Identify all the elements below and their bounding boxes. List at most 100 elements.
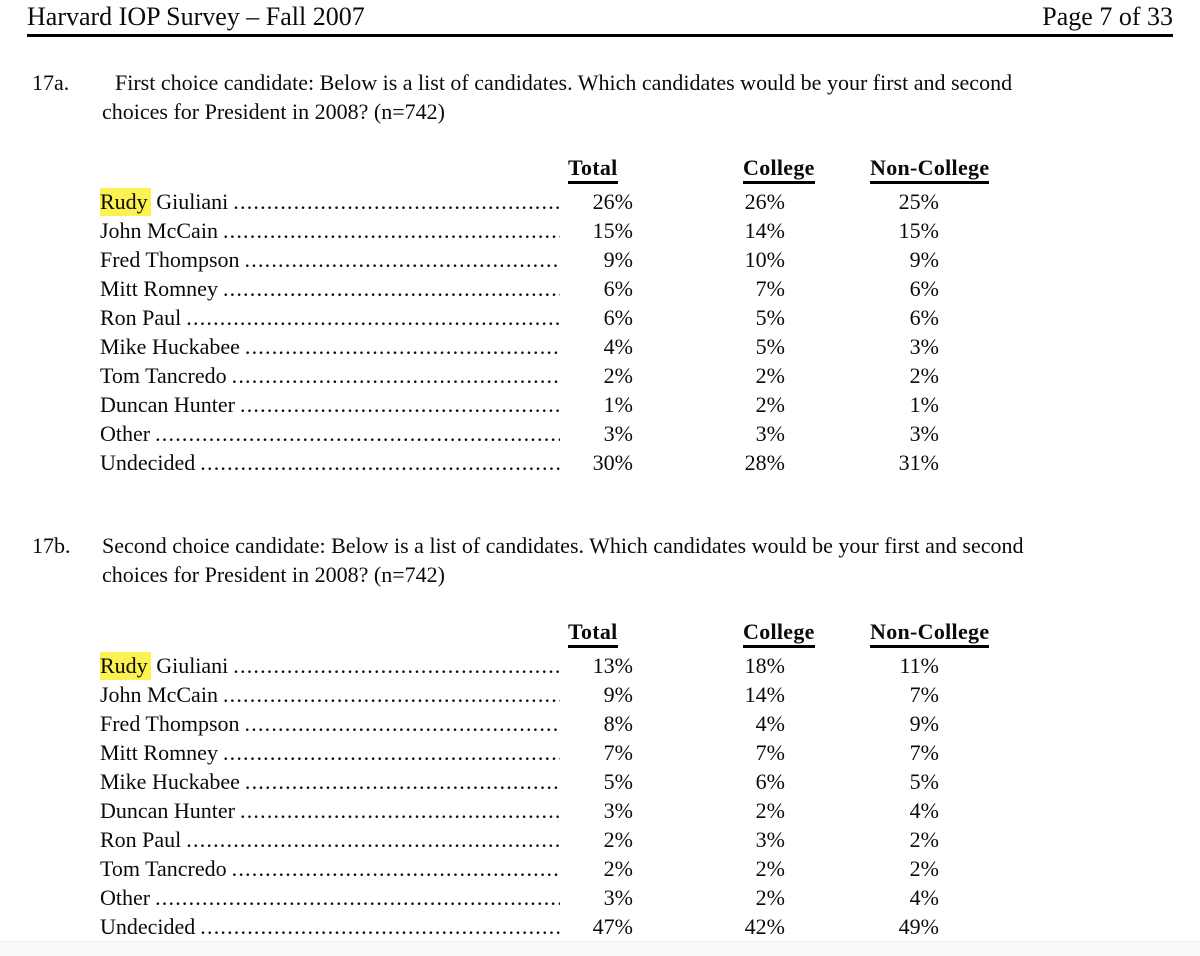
total-value: 7% [603, 740, 633, 765]
total-value: 4% [603, 334, 633, 359]
candidate-name: John McCain [100, 218, 218, 243]
candidate-name: Mitt Romney [100, 276, 218, 301]
table-row: Rudy Giuliani 26% 26% 25% [100, 187, 1100, 216]
non-college-value: 7% [909, 740, 939, 765]
dot-leader [245, 332, 560, 361]
college-value: 3% [755, 827, 785, 852]
non-college-value: 9% [909, 247, 939, 272]
candidate-label: Mike Huckabee [100, 332, 560, 361]
column-header-college: College [743, 619, 815, 648]
college-value: 6% [755, 769, 785, 794]
non-college-value: 49% [898, 914, 939, 939]
table-row: Tom Tancredo 2% 2% 2% [100, 361, 1100, 390]
total-value: 6% [603, 276, 633, 301]
dot-leader [232, 854, 560, 883]
candidate-label: Fred Thompson [100, 709, 560, 738]
non-college-value: 11% [899, 653, 939, 678]
table-row: Ron Paul 6% 5% 6% [100, 303, 1100, 332]
college-value: 5% [755, 334, 785, 359]
non-college-value: 25% [898, 189, 939, 214]
non-college-value: 2% [909, 363, 939, 388]
dot-leader [232, 361, 560, 390]
non-college-value: 2% [909, 856, 939, 881]
non-college-value: 1% [909, 392, 939, 417]
college-value: 18% [744, 653, 785, 678]
non-college-value: 4% [909, 885, 939, 910]
dot-leader [200, 448, 560, 477]
table-row: John McCain 9% 14% 7% [100, 680, 1100, 709]
table-17a: Total College Non-College Rudy Giuliani 2… [100, 155, 1100, 477]
candidate-name: Ron Paul [100, 827, 182, 852]
table-row: Mitt Romney 6% 7% 6% [100, 274, 1100, 303]
candidate-label: Tom Tancredo [100, 854, 560, 883]
candidate-label: John McCain [100, 680, 560, 709]
dot-leader [240, 390, 560, 419]
table-17b-body: Rudy Giuliani 13% 18% 11% John McCain 9% 14% 7%… [100, 651, 1100, 941]
candidate-name: Undecided [100, 450, 196, 475]
total-value: 47% [592, 914, 633, 939]
non-college-value: 15% [898, 218, 939, 243]
candidate-label: Tom Tancredo [100, 361, 560, 390]
question-17b-line1: Second choice candidate: Below is a list… [102, 533, 1024, 558]
question-17b-line2: choices for President in 2008? (n=742) [102, 562, 445, 587]
table-17b: Total College Non-College Rudy Giuliani 1… [100, 619, 1100, 941]
total-value: 2% [603, 827, 633, 852]
page-bottom-edge [0, 941, 1200, 956]
candidate-name: Undecided [100, 914, 196, 939]
college-value: 26% [744, 189, 785, 214]
total-value: 6% [603, 305, 633, 330]
dot-leader [245, 709, 560, 738]
candidate-name: Mike Huckabee [100, 334, 240, 359]
document-header-title: Harvard IOP Survey – Fall 2007 [27, 2, 365, 31]
college-value: 3% [755, 421, 785, 446]
table-row: Tom Tancredo 2% 2% 2% [100, 854, 1100, 883]
candidate-name: Mitt Romney [100, 740, 218, 765]
table-17b-header-row: Total College Non-College [100, 619, 1100, 651]
dot-leader [186, 825, 560, 854]
table-row: Fred Thompson 8% 4% 9% [100, 709, 1100, 738]
total-value: 15% [592, 218, 633, 243]
table-row: Mitt Romney 7% 7% 7% [100, 738, 1100, 767]
table-row: Undecided 47% 42% 49% [100, 912, 1100, 941]
college-value: 14% [744, 682, 785, 707]
candidate-name: Other [100, 421, 151, 446]
dot-leader [223, 680, 560, 709]
candidate-label: Rudy Giuliani [100, 651, 560, 680]
non-college-value: 2% [909, 827, 939, 852]
header-rule [27, 34, 1173, 37]
candidate-label: Duncan Hunter [100, 390, 560, 419]
candidate-name: Tom Tancredo [100, 363, 227, 388]
dot-leader [223, 216, 560, 245]
total-value: 3% [603, 885, 633, 910]
non-college-value: 7% [909, 682, 939, 707]
candidate-name: John McCain [100, 682, 218, 707]
table-row: Mike Huckabee 4% 5% 3% [100, 332, 1100, 361]
college-value: 2% [755, 856, 785, 881]
candidate-name: Duncan Hunter [100, 798, 236, 823]
column-header-college: College [743, 155, 815, 184]
college-value: 7% [755, 740, 785, 765]
candidate-label: Mitt Romney [100, 274, 560, 303]
college-value: 7% [755, 276, 785, 301]
dot-leader [155, 419, 560, 448]
college-value: 42% [744, 914, 785, 939]
total-value: 30% [592, 450, 633, 475]
candidate-label: Mitt Romney [100, 738, 560, 767]
candidate-label: Mike Huckabee [100, 767, 560, 796]
college-value: 2% [755, 363, 785, 388]
total-value: 8% [603, 711, 633, 736]
dot-leader [223, 738, 560, 767]
question-17b-number: 17b. [32, 533, 71, 558]
dot-leader [240, 796, 560, 825]
candidate-name: Mike Huckabee [100, 769, 240, 794]
candidate-label: Other [100, 419, 560, 448]
column-header-non-college: Non-College [870, 155, 990, 184]
table-row: Mike Huckabee 5% 6% 5% [100, 767, 1100, 796]
total-value: 3% [603, 421, 633, 446]
candidate-label: Ron Paul [100, 303, 560, 332]
total-value: 2% [603, 856, 633, 881]
table-row: Ron Paul 2% 3% 2% [100, 825, 1100, 854]
college-value: 28% [744, 450, 785, 475]
non-college-value: 5% [909, 769, 939, 794]
